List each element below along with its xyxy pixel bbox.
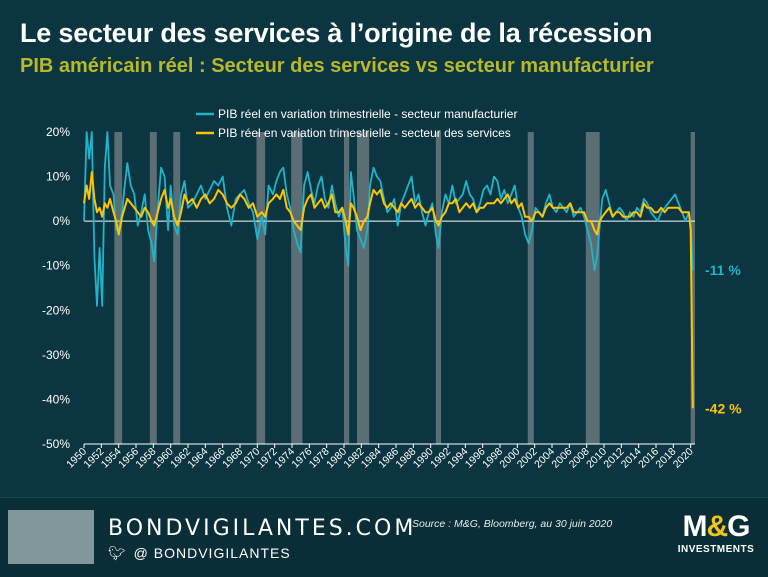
twitter-handle-label: @ BONDVIGILANTES (133, 545, 291, 561)
y-tick-label: 0% (53, 214, 71, 228)
page-title: Le secteur des services à l’origine de l… (20, 18, 653, 48)
y-tick-label: -20% (42, 303, 70, 317)
mg-logo-sub: INVESTMENTS (677, 544, 755, 555)
legend: PIB réel en variation trimestrielle - se… (196, 107, 517, 140)
end-value-label: -42 % (705, 400, 742, 416)
y-tick-label: 20% (46, 125, 70, 139)
footer: BONDVIGILANTES.COM 🐦︎ @ BONDVIGILANTES S… (0, 497, 768, 577)
y-tick-label: -40% (42, 392, 70, 406)
chart: 20%10%0%-10%-20%-30%-40%-50%195019521954… (42, 107, 742, 471)
recession-bands (114, 132, 695, 444)
recession-band (527, 132, 534, 444)
recession-band (149, 132, 157, 444)
recession-band (173, 132, 181, 444)
recession-band (291, 132, 303, 444)
y-tick-label: -30% (42, 348, 70, 362)
people-silhouettes-image (8, 510, 94, 564)
recession-band (344, 132, 350, 444)
annotations: -11 % -42 % (705, 262, 742, 416)
legend-label: PIB réel en variation trimestrielle - se… (218, 126, 511, 140)
twitter-handle[interactable]: 🐦︎ @ BONDVIGILANTES (108, 545, 291, 562)
brand-link[interactable]: BONDVIGILANTES.COM (108, 516, 417, 541)
y-tick-label: -10% (42, 259, 70, 273)
chart-subtitle: PIB américain réel : Secteur des service… (20, 55, 654, 77)
mg-investments-logo: M&G INVESTMENTS (668, 510, 764, 572)
recession-band (690, 132, 695, 444)
legend-label: PIB réel en variation trimestrielle - se… (218, 107, 517, 121)
recession-band (357, 132, 370, 444)
y-tick-label: 10% (46, 170, 70, 184)
y-tick-label: -50% (42, 437, 70, 451)
source-note: Source : M&G, Bloomberg, au 30 juin 2020 (412, 518, 613, 530)
recession-band (585, 132, 600, 444)
twitter-bird-icon: 🐦︎ (108, 545, 127, 561)
series-lines (83, 131, 694, 409)
mg-logo-mark: M&G (682, 510, 750, 543)
recession-band (256, 132, 266, 444)
x-tick-label: 2020 (671, 446, 696, 471)
recession-band (435, 132, 442, 444)
recession-band (114, 132, 123, 444)
series-line-services (83, 171, 694, 409)
end-value-label: -11 % (705, 262, 741, 278)
